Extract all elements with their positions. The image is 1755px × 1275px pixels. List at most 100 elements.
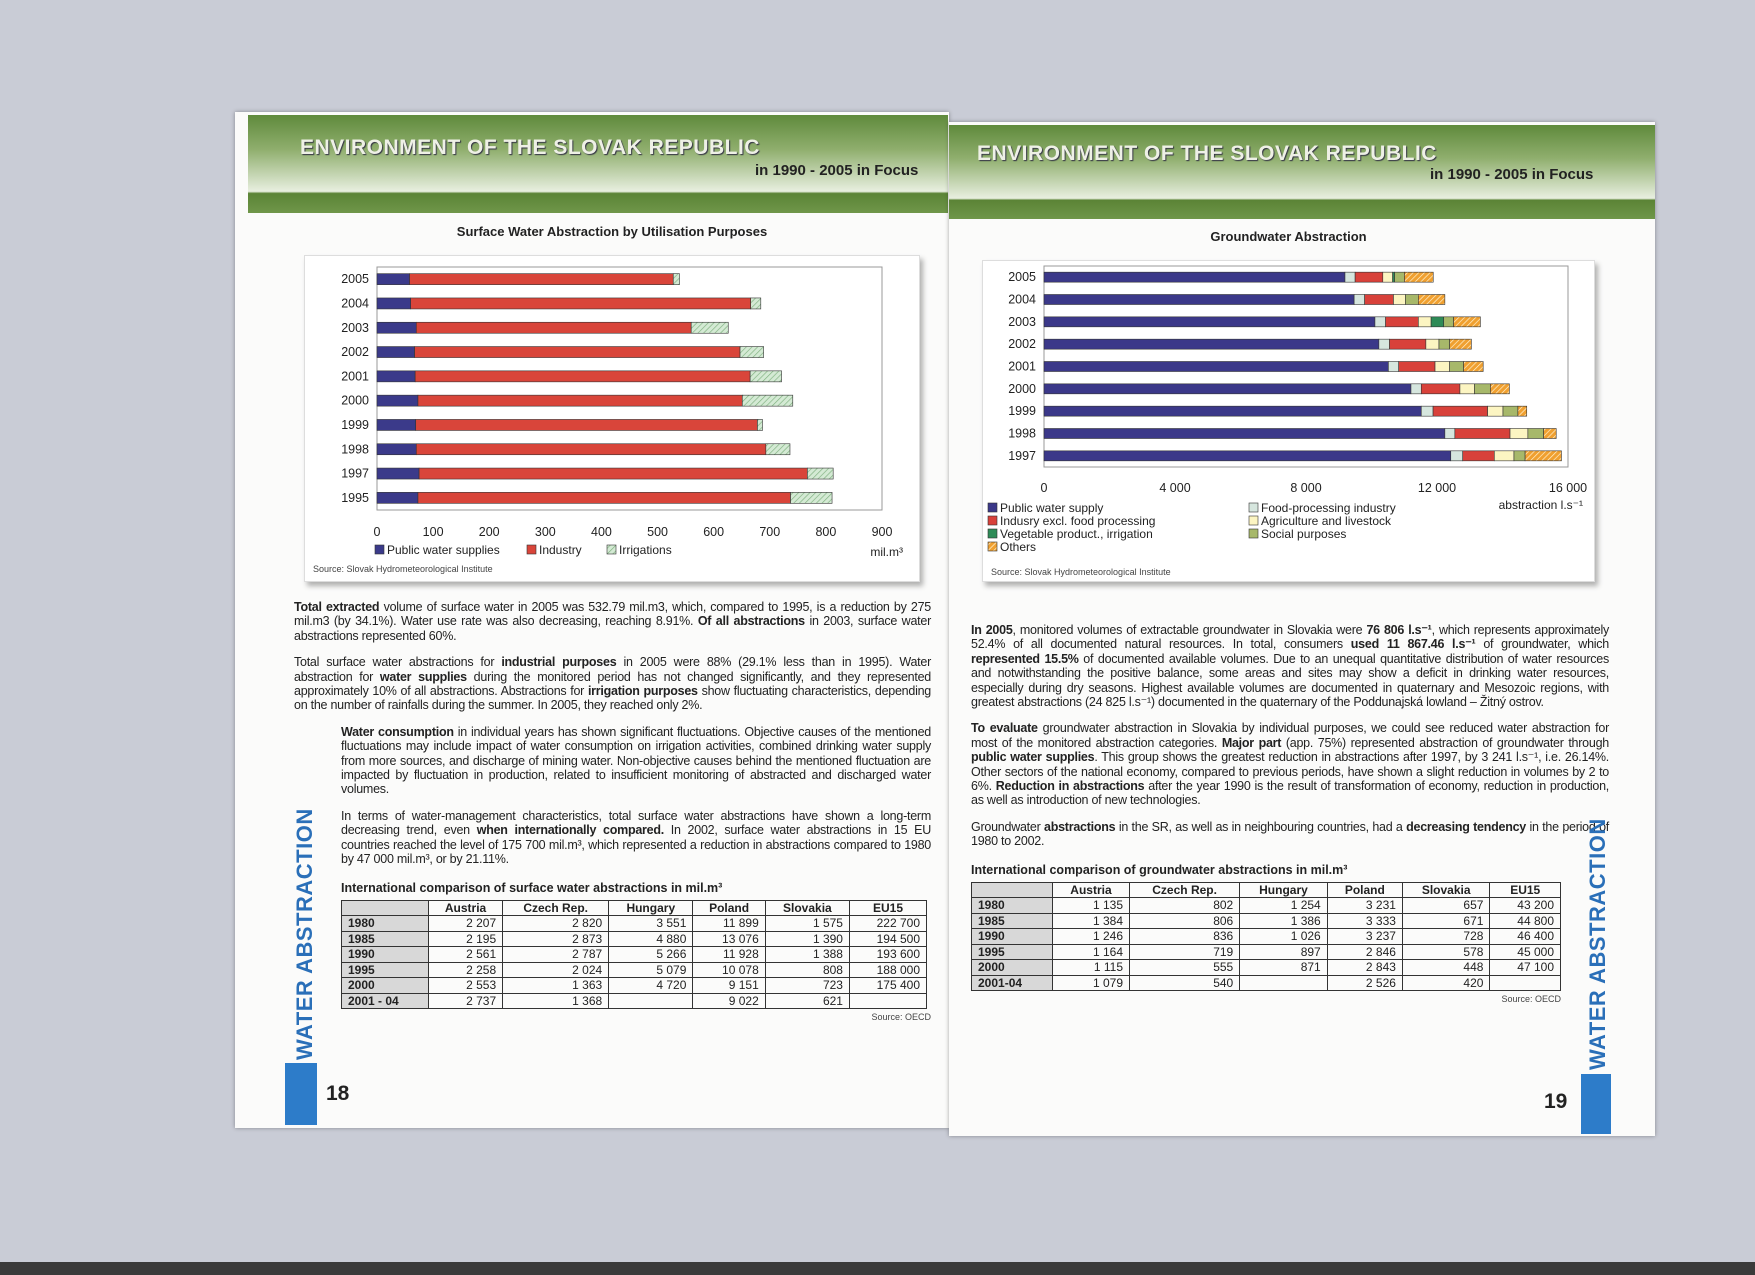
category-label: 2000 [341, 394, 369, 408]
category-label: 1999 [1008, 404, 1036, 418]
bar-segment [1043, 361, 1389, 372]
table-title: International comparison of groundwater … [971, 862, 1348, 877]
bar-segment [1443, 316, 1454, 328]
table-cell: 1 390 [764, 930, 850, 947]
tick-label: 700 [759, 525, 780, 539]
tick-label: 500 [647, 525, 668, 539]
column-header: Poland [692, 899, 766, 916]
bar-segment [376, 370, 416, 383]
category-label: 1999 [341, 418, 369, 432]
tick-label: 4 000 [1159, 481, 1190, 495]
bar-segment [415, 321, 692, 334]
section-tab [1581, 1074, 1611, 1134]
paragraph: In terms of water-management characteris… [341, 809, 931, 867]
tick-label: 0 [374, 525, 381, 539]
bar-segment [750, 297, 762, 310]
legend-swatch [526, 544, 537, 555]
chart-source: Source: Slovak Hydrometeorological Insti… [313, 564, 493, 574]
bar-segment [376, 419, 417, 431]
legend-swatch [374, 544, 385, 555]
bold-text: when internationally compared. [476, 823, 665, 838]
table-row: 1980 1 135 802 1 254 3 231 657 43 200 [971, 897, 1561, 914]
bar-segment [672, 273, 680, 285]
bar-segment [1398, 361, 1436, 372]
category-label: 2003 [341, 321, 369, 335]
tick-label: 400 [591, 525, 612, 539]
bar-segment [1502, 405, 1519, 417]
legend-label: Agriculture and livestock [1261, 514, 1392, 528]
table-cell: 719 [1129, 943, 1241, 961]
table-cell: 657 [1401, 897, 1491, 914]
column-header [341, 899, 429, 916]
tick-label: 100 [423, 525, 444, 539]
header-banner-right [949, 125, 1655, 219]
table-cell: 193 600 [848, 946, 928, 963]
bar-segment [415, 443, 767, 456]
text: after the year 1990 is the result of tra… [971, 779, 1609, 808]
table-cell: 1 368 [502, 992, 610, 1009]
tick-label: 12 000 [1418, 481, 1456, 495]
legend-swatch [1248, 528, 1259, 539]
bold-text: Water consumption [341, 724, 454, 739]
tick-label: 16 000 [1549, 481, 1587, 495]
scanner-edge [0, 1262, 1755, 1275]
bar-segment [1043, 405, 1422, 417]
bar-segment [1425, 338, 1440, 350]
category-label: 2001 [1008, 360, 1036, 374]
paragraph: Total surface water abstractions for ind… [294, 655, 931, 713]
category-label: 2001 [341, 369, 369, 383]
unit-label: abstraction l.s⁻¹ [1499, 498, 1583, 512]
page-number: 19 [1544, 1090, 1568, 1113]
bar-segment [1462, 450, 1495, 462]
bar-segment [1043, 294, 1355, 305]
table-row: 1995 2 258 2 024 5 079 10 078 808 188 000 [341, 961, 928, 978]
table-cell: 2 258 [427, 961, 504, 978]
table-cell: 5 266 [608, 946, 694, 963]
paragraph: In 2005, monitored volumes of extractabl… [971, 623, 1609, 709]
table-cell: 2 846 [1326, 943, 1403, 961]
bar-segment [1344, 271, 1356, 283]
table-cell: 1 115 [1051, 959, 1131, 976]
side-label: WATER ABSTRACTION [1585, 818, 1610, 1070]
table-cell: 420 [1401, 974, 1491, 992]
chart-source: Source: Slovak Hydrometeorological Insti… [991, 567, 1171, 577]
bold-text: public water supplies [971, 750, 1095, 765]
bar-segment [1043, 271, 1346, 283]
bar-segment [1453, 316, 1481, 328]
bar-segment [757, 419, 763, 431]
row-year: 2001-04 [971, 974, 1053, 992]
table-cell: 2 737 [427, 992, 504, 1009]
bar-segment [1374, 316, 1386, 328]
table-cell: 2 787 [502, 946, 610, 963]
table-cell: 2 207 [427, 915, 504, 932]
bar-segment [1043, 338, 1380, 350]
bar-segment [1432, 405, 1488, 417]
text: in 2003, surface water abstractions repr… [294, 614, 931, 643]
row-year: 1995 [971, 943, 1053, 961]
table-cell: 3 551 [608, 915, 694, 932]
legend-swatch [987, 502, 998, 513]
table-row: 2001 - 04 2 737 1 368 9 022 621 [341, 992, 928, 1009]
bold-text: Total extracted [294, 600, 380, 614]
section-tab [285, 1063, 317, 1125]
bar-segment [1354, 271, 1384, 283]
table-cell: 578 [1401, 943, 1491, 961]
bar-segment [376, 273, 410, 285]
table-cell: 4 720 [608, 977, 694, 994]
table-title: International comparison of surface wate… [341, 880, 723, 895]
table-cell: 448 [1401, 959, 1491, 976]
bold-text: industrial purposes [501, 655, 617, 670]
chart-title: Surface Water Abstraction by Utilisation… [456, 224, 768, 239]
tick-label: 0 [1041, 481, 1048, 495]
paragraph: Total extracted volume of surface water … [294, 600, 931, 643]
groundwater-comparison-table: Austria Czech Rep. Hungary Poland Slovakia EU… [971, 881, 1561, 992]
text: Total surface water abstractions for [294, 655, 502, 670]
bar-segment [1487, 405, 1504, 417]
column-header: Slovakia [764, 899, 850, 916]
table-row: 1985 1 384 806 1 386 3 333 671 44 800 [971, 912, 1561, 930]
row-year: 2000 [971, 959, 1053, 976]
tick-label: 900 [872, 525, 893, 539]
bar-segment [1043, 450, 1452, 462]
bold-text: decreasing tendency [1406, 819, 1526, 834]
bold-text: Of all abstractions [697, 614, 805, 629]
